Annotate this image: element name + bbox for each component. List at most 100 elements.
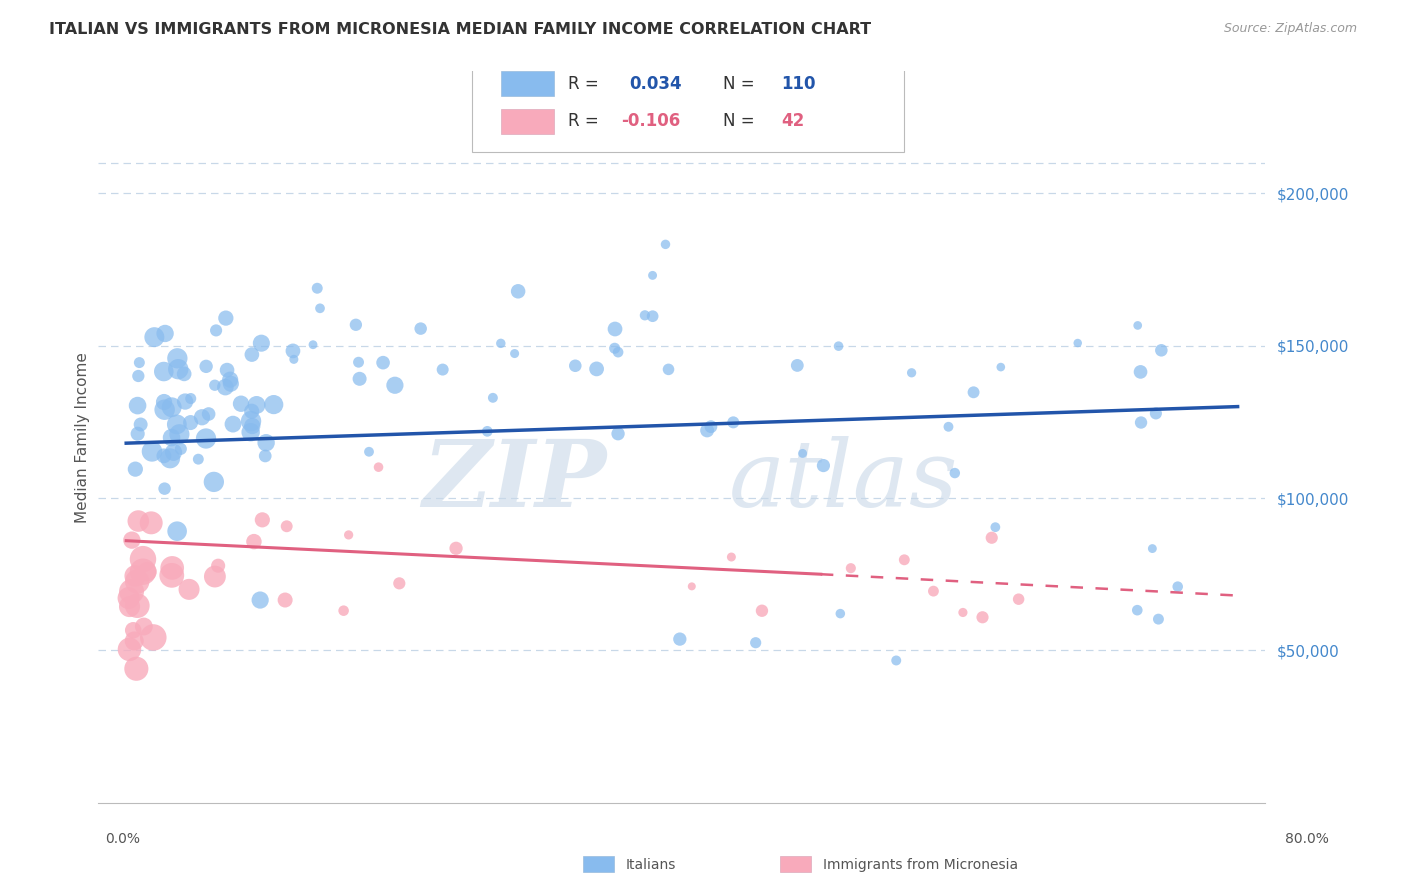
Point bbox=[603, 322, 626, 336]
Point bbox=[239, 425, 262, 440]
Point bbox=[153, 395, 176, 409]
Text: N =: N = bbox=[723, 75, 759, 93]
Point bbox=[508, 285, 530, 299]
Text: R =: R = bbox=[568, 75, 603, 93]
Point bbox=[792, 446, 814, 460]
Point bbox=[357, 444, 380, 458]
Point bbox=[127, 599, 149, 613]
Point bbox=[127, 426, 149, 441]
Text: 0.0%: 0.0% bbox=[105, 832, 141, 846]
Point bbox=[720, 549, 742, 564]
Point bbox=[121, 584, 143, 599]
Point bbox=[482, 391, 505, 405]
Point bbox=[813, 458, 835, 473]
Point bbox=[681, 579, 703, 593]
Point bbox=[128, 355, 150, 369]
Point bbox=[409, 321, 432, 335]
Point bbox=[585, 362, 607, 376]
Point bbox=[160, 561, 183, 575]
Point bbox=[634, 308, 657, 322]
Point bbox=[204, 569, 226, 583]
Point bbox=[127, 574, 149, 589]
Text: 42: 42 bbox=[782, 112, 804, 130]
Point bbox=[240, 347, 263, 361]
Point bbox=[489, 336, 512, 351]
FancyBboxPatch shape bbox=[472, 54, 904, 152]
Point bbox=[170, 442, 193, 456]
Point bbox=[207, 558, 229, 573]
Point bbox=[307, 281, 329, 295]
Point bbox=[938, 419, 960, 434]
Point bbox=[124, 569, 146, 583]
Point bbox=[603, 341, 626, 355]
Point bbox=[174, 394, 197, 409]
Point bbox=[143, 330, 166, 344]
Point bbox=[444, 541, 467, 556]
Y-axis label: Median Family Income: Median Family Income bbox=[75, 351, 90, 523]
Point bbox=[240, 414, 263, 428]
Point bbox=[641, 268, 664, 283]
Point bbox=[166, 417, 188, 432]
Point bbox=[654, 237, 676, 252]
Point bbox=[153, 326, 176, 341]
Point bbox=[173, 367, 195, 381]
Text: 0.034: 0.034 bbox=[630, 75, 682, 93]
Point bbox=[118, 642, 141, 657]
Point bbox=[657, 362, 679, 376]
Point bbox=[152, 365, 174, 379]
Point bbox=[641, 309, 664, 323]
Point bbox=[1150, 343, 1173, 358]
FancyBboxPatch shape bbox=[501, 109, 554, 134]
Point bbox=[884, 653, 907, 667]
Point bbox=[159, 451, 181, 466]
Point bbox=[240, 404, 263, 418]
Point bbox=[243, 534, 266, 549]
Point bbox=[195, 359, 218, 374]
Point bbox=[254, 449, 277, 463]
Point bbox=[117, 591, 139, 605]
Point bbox=[337, 528, 360, 542]
Point bbox=[240, 419, 263, 434]
Text: ITALIAN VS IMMIGRANTS FROM MICRONESIA MEDIAN FAMILY INCOME CORRELATION CHART: ITALIAN VS IMMIGRANTS FROM MICRONESIA ME… bbox=[49, 22, 872, 37]
Text: R =: R = bbox=[568, 112, 603, 130]
Point bbox=[900, 366, 922, 380]
Point bbox=[169, 427, 191, 442]
Point bbox=[118, 599, 141, 614]
Point bbox=[922, 584, 945, 599]
Point bbox=[160, 568, 183, 582]
Point bbox=[723, 415, 745, 429]
Point bbox=[122, 634, 145, 648]
Point bbox=[1067, 336, 1090, 351]
FancyBboxPatch shape bbox=[501, 71, 554, 96]
Text: 80.0%: 80.0% bbox=[1285, 832, 1329, 846]
Point bbox=[166, 524, 188, 539]
Point bbox=[302, 337, 325, 351]
Point bbox=[245, 398, 267, 412]
Point bbox=[1126, 318, 1149, 333]
Point bbox=[202, 475, 225, 489]
Text: Immigrants from Micronesia: Immigrants from Micronesia bbox=[823, 858, 1018, 872]
Point bbox=[281, 343, 304, 358]
Point bbox=[943, 466, 966, 480]
Point bbox=[432, 362, 454, 376]
Point bbox=[700, 419, 723, 434]
Point bbox=[952, 606, 974, 620]
Point bbox=[347, 355, 370, 369]
Point bbox=[187, 452, 209, 467]
Point bbox=[141, 516, 163, 530]
Point bbox=[160, 431, 183, 445]
Point bbox=[1144, 406, 1167, 420]
Point bbox=[215, 311, 238, 326]
Point bbox=[332, 604, 354, 618]
Point bbox=[893, 553, 915, 567]
Text: ZIP: ZIP bbox=[422, 436, 606, 526]
Point bbox=[180, 416, 202, 430]
Point bbox=[477, 425, 499, 439]
Point bbox=[254, 435, 277, 450]
Point bbox=[197, 407, 219, 421]
Point bbox=[990, 360, 1012, 375]
Point bbox=[371, 356, 394, 370]
Point bbox=[274, 593, 297, 607]
Point bbox=[129, 417, 152, 432]
Point bbox=[132, 552, 155, 566]
